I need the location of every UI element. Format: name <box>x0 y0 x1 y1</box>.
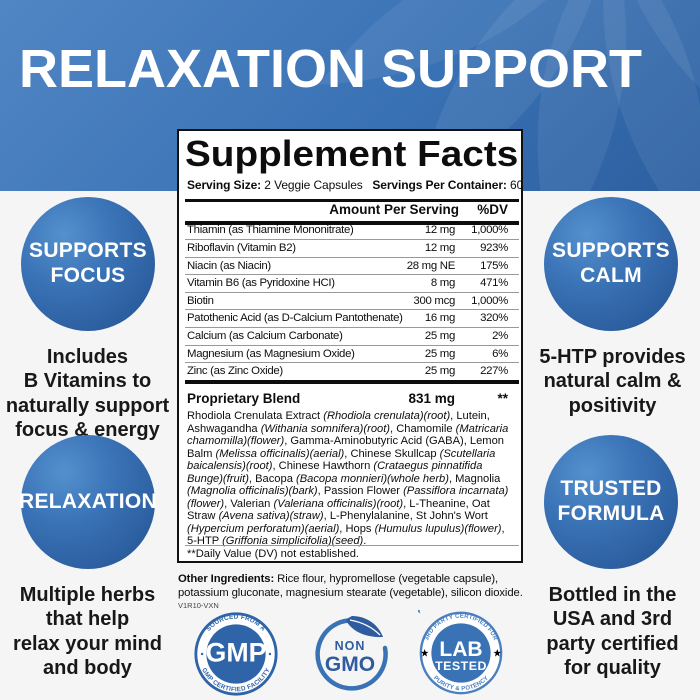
svg-text:LAB: LAB <box>439 638 482 661</box>
svg-text:GMO: GMO <box>325 653 375 676</box>
svg-text:NON: NON <box>335 639 366 653</box>
svg-text:TESTED: TESTED <box>435 659 487 673</box>
svg-text:GMP: GMP <box>206 638 267 668</box>
